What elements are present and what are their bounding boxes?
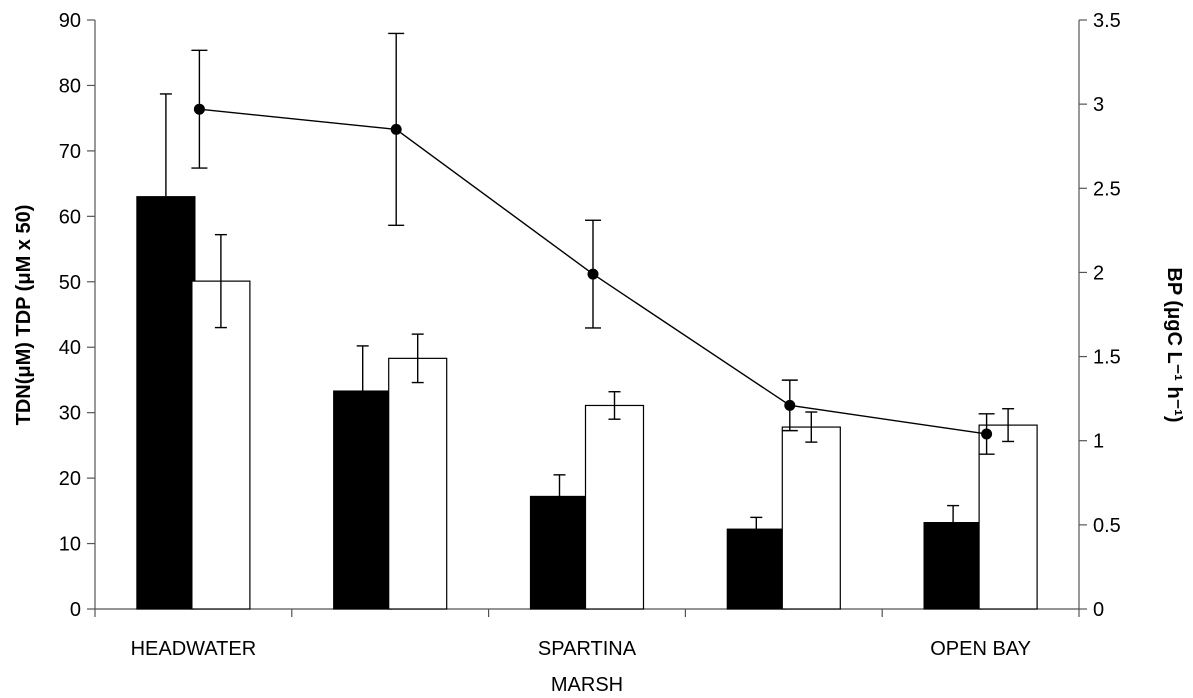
x-tick-label: OPEN BAY <box>930 638 1031 660</box>
y-tick-label-right: 1 <box>1093 431 1104 453</box>
x-tick-label: SPARTINA MARSH <box>538 638 637 696</box>
bar-tdp-0 <box>191 280 251 610</box>
y-tick-label-left: 80 <box>59 75 81 97</box>
y-axis-label-right: BP (μgC L⁻¹ h⁻¹) <box>1163 267 1185 422</box>
y-tick-label-left: 60 <box>59 206 81 228</box>
point-bp-2 <box>587 268 599 280</box>
y-tick-label-right: 1.5 <box>1093 347 1121 369</box>
y-tick-label-left: 50 <box>59 272 81 294</box>
y-tick-label-right: 0 <box>1093 599 1104 621</box>
y-tick-label-right: 0.5 <box>1093 515 1121 537</box>
y-tick-label-right: 2 <box>1093 262 1104 284</box>
y-tick-label-left: 10 <box>59 534 81 556</box>
bar-tdn-3 <box>726 528 786 610</box>
point-bp-3 <box>784 399 796 411</box>
y-tick-label-left: 90 <box>59 10 81 32</box>
y-tick-label-left: 0 <box>70 599 81 621</box>
y-tick-label-right: 2.5 <box>1093 178 1121 200</box>
y-tick-label-left: 30 <box>59 403 81 425</box>
point-bp-1 <box>390 123 402 135</box>
y-tick-label-left: 70 <box>59 141 81 163</box>
bar-tdp-3 <box>781 426 841 610</box>
bar-tdp-4 <box>978 424 1038 610</box>
y-tick-label-right: 3 <box>1093 94 1104 116</box>
point-bp-0 <box>193 103 205 115</box>
y-tick-label-left: 40 <box>59 337 81 359</box>
y-tick-label-left: 20 <box>59 468 81 490</box>
point-bp-4 <box>981 428 993 440</box>
y-tick-label-right: 3.5 <box>1093 10 1121 32</box>
bar-tdp-1 <box>388 357 448 610</box>
x-tick-label: HEADWATER <box>131 638 257 660</box>
y-axis-label-left: TDN(μM) TDP (μM x 50) <box>13 205 35 426</box>
bar-tdp-2 <box>584 404 645 610</box>
